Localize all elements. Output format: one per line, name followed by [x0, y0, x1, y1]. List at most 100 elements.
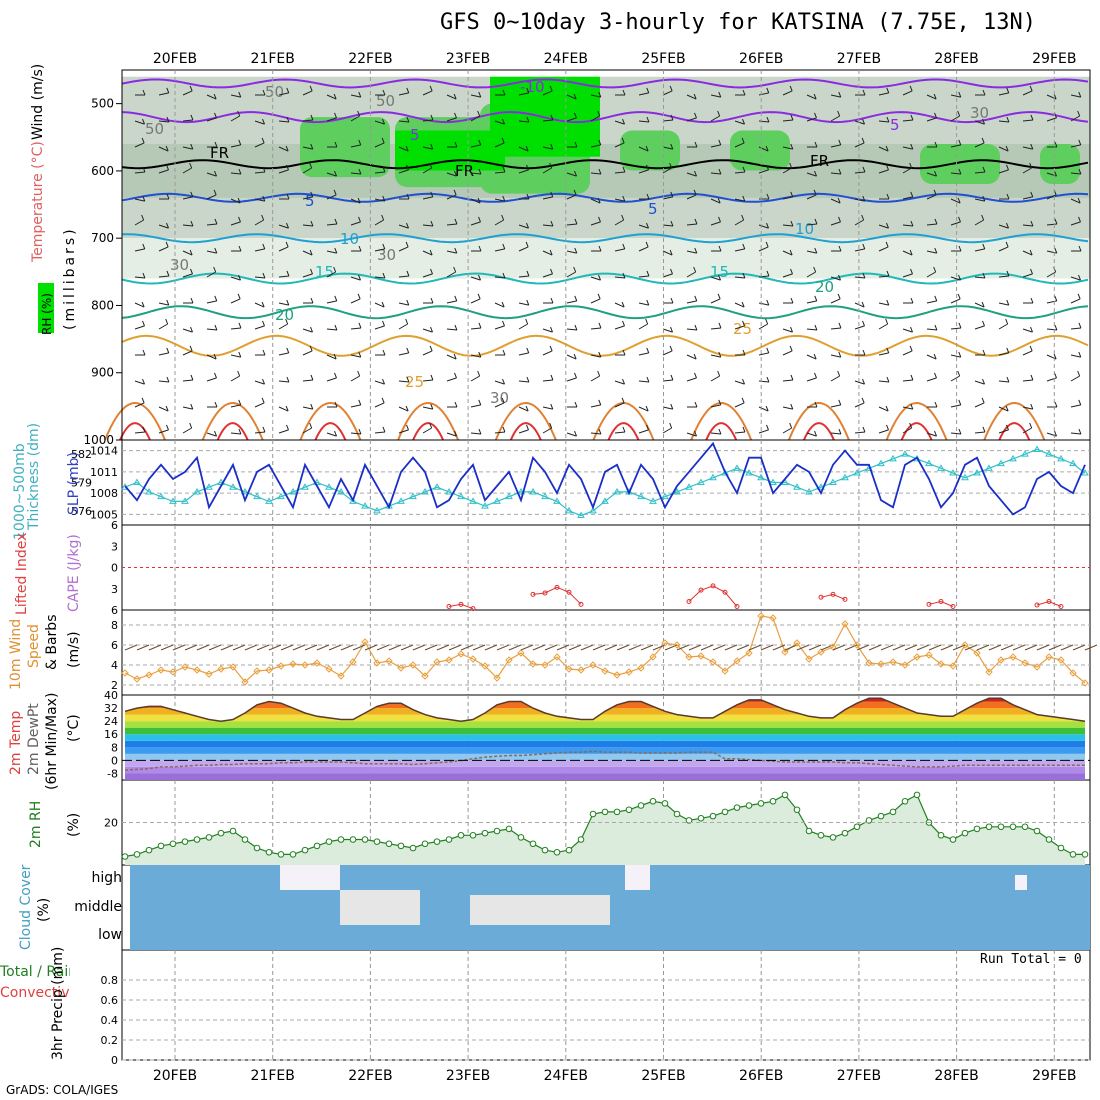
rh-point	[553, 848, 561, 856]
wind-barb-flag	[501, 137, 505, 144]
wind-barb	[1046, 223, 1057, 226]
dewpoint-line	[124, 750, 1085, 771]
wind-barb	[590, 404, 601, 408]
wind-barb	[1070, 298, 1081, 304]
wind-barb	[254, 142, 265, 148]
thickness-point	[745, 469, 753, 476]
wind-barb	[350, 198, 361, 204]
wind-barb	[806, 117, 817, 122]
rh-point	[685, 817, 693, 824]
wind-barb	[350, 298, 361, 304]
rh-patch	[620, 130, 680, 171]
wind-barb	[734, 276, 745, 279]
wind-barb	[374, 302, 385, 308]
wind-barb-flag	[501, 397, 505, 404]
rh-point	[721, 808, 729, 816]
wind-barb	[374, 325, 385, 330]
wind-barb-flag	[958, 322, 962, 329]
rh-point	[769, 797, 777, 805]
wind-barb-flag	[1077, 110, 1081, 117]
wind-barb	[1046, 328, 1057, 331]
thickness-point	[613, 487, 621, 495]
rh-point	[877, 812, 885, 820]
wind-barb	[206, 300, 217, 304]
rh-legend-swatch	[38, 283, 54, 333]
rh-point	[733, 804, 741, 811]
wind-barb	[902, 250, 913, 256]
temp-band	[125, 714, 1085, 722]
wind-barb-flag	[837, 293, 841, 300]
thickness-point	[289, 487, 297, 495]
wind-barb	[470, 327, 481, 330]
wind-barb-flag	[190, 114, 194, 121]
rh-patch	[730, 130, 790, 171]
contour-30-lobe	[494, 402, 557, 441]
wind-barb	[662, 273, 673, 278]
wind-barb	[566, 271, 576, 278]
contour-30-lobe	[787, 402, 850, 441]
wind-speed-point	[289, 660, 297, 668]
li-point	[1034, 602, 1040, 608]
wind-barb-flag	[334, 401, 338, 408]
wind-barb-flag	[982, 89, 986, 96]
wind-barb-flag	[862, 243, 866, 250]
wind-barb	[854, 431, 865, 434]
wind-tick-label: 6	[111, 639, 118, 652]
wind-barb-flag	[982, 426, 986, 433]
wind-barb	[998, 224, 1009, 229]
rh-point	[697, 814, 705, 822]
wind-barb	[878, 120, 889, 123]
wind-barb	[518, 323, 528, 330]
wind-barb-flag	[310, 297, 314, 304]
wind-barb-flag	[261, 301, 265, 308]
wind-barb	[302, 250, 313, 256]
surface-wind-barb	[376, 644, 390, 651]
thickness-point	[1057, 454, 1065, 462]
contour-label: 25	[733, 320, 752, 338]
wind-speed-point	[157, 666, 165, 674]
wind-barb	[782, 196, 793, 200]
wind-barb	[710, 298, 721, 304]
rh-point	[361, 836, 369, 843]
wind-barb	[710, 432, 721, 435]
surface-wind-barb	[976, 644, 990, 651]
wind-barb	[494, 380, 505, 385]
wind-speed-point	[901, 661, 909, 669]
wind-barb	[446, 354, 457, 360]
wind-barb-flag	[262, 89, 266, 96]
wind-barb-flag	[262, 243, 266, 250]
wind-barb-flag	[141, 301, 145, 308]
wind-barb	[446, 172, 457, 177]
wind-barb	[662, 250, 673, 256]
li-line	[1036, 600, 1062, 607]
bottom-date-label: 28FEB	[934, 1068, 978, 1084]
wind-barb	[974, 380, 985, 385]
rh-point	[757, 800, 765, 807]
wind-barb	[494, 276, 505, 279]
wind-barb	[638, 246, 649, 252]
wind-barb-flag	[790, 268, 793, 275]
rh-point	[121, 853, 129, 860]
wind-barb	[998, 323, 1008, 330]
wind-barb-flag	[742, 272, 746, 279]
wind-barb-flag	[621, 301, 625, 308]
rh-point	[145, 846, 153, 854]
wind-barb-flag	[958, 216, 961, 223]
precip-total-label: Total / Rain	[0, 964, 70, 980]
wind-barb	[830, 404, 841, 408]
wind-barb-flag	[141, 214, 145, 221]
wind-barb	[806, 432, 817, 437]
wind-barb-flag	[1005, 405, 1009, 412]
wind-barb	[734, 302, 745, 308]
wind-barb-flag	[1006, 164, 1009, 171]
wind-speed-point	[853, 641, 861, 649]
wind-barb-flag	[381, 214, 385, 221]
wind-barb	[854, 380, 865, 385]
wind-barb	[230, 94, 241, 98]
wind-barb-flag	[430, 220, 434, 227]
wind-tick-label: 2	[111, 679, 118, 692]
wind-barb-flag	[814, 247, 818, 254]
wind-barb	[638, 275, 649, 278]
wind-barb-flag	[910, 220, 914, 227]
